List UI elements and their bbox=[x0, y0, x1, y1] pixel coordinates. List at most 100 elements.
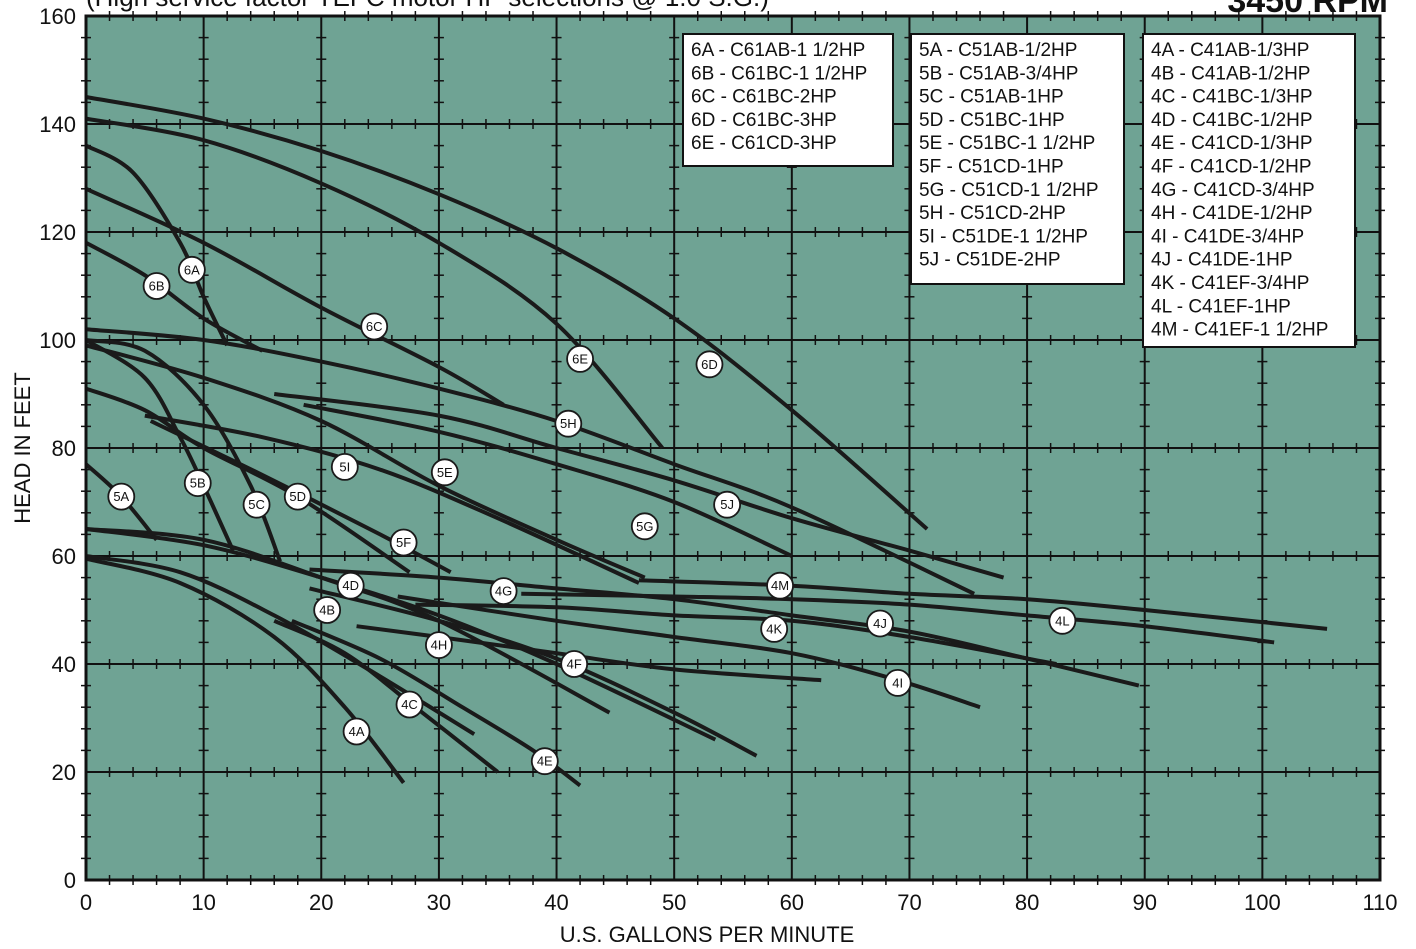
marker-label: 4C bbox=[401, 697, 418, 712]
legend-entry: 5E - C51BC-1 1/2HP bbox=[919, 133, 1095, 154]
curve-marker-6d: 6D bbox=[695, 350, 724, 379]
marker-label: 4B bbox=[319, 603, 335, 618]
marker-circle bbox=[283, 482, 312, 511]
legend-entry: 4F - C41CD-1/2HP bbox=[1151, 157, 1312, 178]
x-tick-label: 90 bbox=[1132, 890, 1156, 915]
marker-label: 6D bbox=[701, 357, 718, 372]
marker-label: 4H bbox=[431, 638, 448, 653]
marker-label: 5C bbox=[248, 497, 265, 512]
marker-circle bbox=[566, 344, 594, 373]
legend-entry: 4G - C41CD-3/4HP bbox=[1151, 180, 1315, 201]
x-tick-label: 50 bbox=[662, 890, 686, 915]
curve-marker-4e: 4E bbox=[530, 747, 559, 776]
marker-circle bbox=[630, 512, 659, 541]
legend-entry: 6C - C61BC-2HP bbox=[691, 87, 837, 108]
y-tick-label: 160 bbox=[39, 4, 76, 29]
legend-entry: 5F - C51CD-1HP bbox=[919, 157, 1064, 178]
marker-circle bbox=[760, 615, 789, 643]
marker-label: 5D bbox=[289, 489, 306, 504]
curve-marker-4f: 4F bbox=[560, 650, 589, 678]
y-tick-label: 40 bbox=[52, 652, 76, 677]
legend-entry: 4C - C41BC-1/3HP bbox=[1151, 87, 1313, 108]
curve-5i bbox=[85, 343, 646, 580]
curve-marker-5d: 5D bbox=[283, 482, 312, 511]
y-tick-label: 80 bbox=[52, 436, 76, 461]
legend-entry: 4M - C41EF-1 1/2HP bbox=[1151, 320, 1328, 341]
marker-label: 6E bbox=[572, 351, 588, 366]
curve-marker-6e: 6E bbox=[566, 344, 594, 373]
curve-marker-5e: 5E bbox=[430, 458, 459, 487]
marker-circle bbox=[866, 609, 894, 638]
x-tick-label: 40 bbox=[544, 890, 568, 915]
legend-entry: 4H - C41DE-1/2HP bbox=[1151, 203, 1313, 224]
legend-entry: 5D - C51BC-1HP bbox=[919, 110, 1065, 131]
curve-marker-5h: 5H bbox=[554, 409, 583, 438]
curve-marker-4c: 4C bbox=[395, 690, 424, 719]
curve-marker-4h: 4H bbox=[425, 631, 453, 659]
curve-4h bbox=[356, 624, 822, 683]
curve-4k bbox=[309, 567, 1140, 688]
x-tick-label: 0 bbox=[80, 890, 92, 915]
legend-entry: 4J - C41DE-1HP bbox=[1151, 250, 1293, 271]
marker-label: 5I bbox=[339, 459, 350, 474]
curve-marker-5j: 5J bbox=[713, 490, 742, 519]
legend-entry: 5G - C51CD-1 1/2HP bbox=[919, 180, 1099, 201]
marker-circle bbox=[560, 650, 589, 678]
y-tick-label: 60 bbox=[52, 544, 76, 569]
curve-marker-5c: 5C bbox=[242, 490, 271, 519]
curve-4l bbox=[521, 591, 1275, 645]
curve-marker-4a: 4A bbox=[342, 717, 371, 746]
marker-label: 4J bbox=[873, 616, 887, 631]
x-tick-label: 20 bbox=[309, 890, 333, 915]
legend-entry: 4D - C41BC-1/2HP bbox=[1151, 110, 1313, 131]
marker-circle bbox=[883, 669, 912, 697]
plot-frame bbox=[84, 14, 1382, 882]
marker-label: 6C bbox=[366, 319, 383, 334]
marker-circle bbox=[313, 596, 342, 624]
legend-box-frame bbox=[682, 33, 894, 167]
legend-entry: 5A - C51AB-1/2HP bbox=[919, 40, 1077, 61]
curve-marker-4k: 4K bbox=[760, 615, 789, 643]
curve-marker-4i: 4I bbox=[883, 669, 912, 697]
marker-label: 5A bbox=[113, 489, 129, 504]
chart-subtitle: (High service factor TEFC motor HP selec… bbox=[86, 0, 769, 12]
x-tick-label: 10 bbox=[191, 890, 215, 915]
legend-box-frame bbox=[910, 33, 1125, 285]
y-axis-label: HEAD IN FEET bbox=[10, 372, 35, 524]
legend-entry: 4L - C41EF-1HP bbox=[1151, 296, 1291, 317]
marker-circle bbox=[177, 255, 206, 284]
marker-circle bbox=[530, 747, 559, 776]
curve-marker-5i: 5I bbox=[330, 452, 359, 481]
marker-label: 5G bbox=[636, 519, 653, 534]
marker-label: 5E bbox=[437, 465, 453, 480]
marker-circle bbox=[695, 350, 724, 379]
marker-label: 4F bbox=[567, 657, 582, 672]
marker-label: 5H bbox=[560, 416, 577, 431]
legend-entry: 4A - C41AB-1/3HP bbox=[1151, 40, 1309, 61]
marker-circle bbox=[342, 717, 371, 746]
curve-marker-4j: 4J bbox=[866, 609, 894, 638]
marker-label: 6B bbox=[149, 279, 165, 294]
marker-label: 4M bbox=[771, 578, 789, 593]
legend-box-frame bbox=[1142, 33, 1356, 348]
curve-marker-4b: 4B bbox=[313, 596, 342, 624]
curve-6c bbox=[85, 186, 505, 407]
x-tick-label: 100 bbox=[1244, 890, 1281, 915]
curve-4g bbox=[85, 527, 717, 742]
curve-marker-6a: 6A bbox=[177, 255, 206, 284]
legend-entry: 4E - C41CD-1/3HP bbox=[1151, 133, 1313, 154]
curve-4c bbox=[273, 618, 499, 774]
curve-marker-4d: 4D bbox=[336, 571, 365, 600]
marker-circle bbox=[330, 452, 359, 481]
curve-marker-5g: 5G bbox=[630, 512, 659, 541]
curve-marker-6c: 6C bbox=[360, 312, 389, 341]
marker-circle bbox=[395, 690, 424, 719]
legend-entry: 6D - C61BC-3HP bbox=[691, 110, 837, 131]
marker-label: 4I bbox=[892, 675, 903, 690]
marker-circle bbox=[360, 312, 389, 341]
marker-label: 5B bbox=[190, 476, 206, 491]
marker-circle bbox=[183, 469, 212, 498]
curve-5h bbox=[85, 327, 976, 596]
